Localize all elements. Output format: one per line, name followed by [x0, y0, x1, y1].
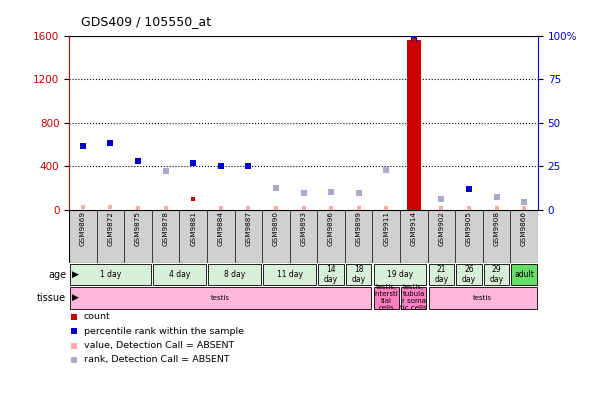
Text: adult: adult — [514, 270, 534, 279]
Text: testis,
tubula
r soma
tic cells: testis, tubula r soma tic cells — [400, 284, 427, 311]
Text: GSM9866: GSM9866 — [521, 211, 527, 246]
Bar — [374, 287, 399, 309]
Bar — [407, 40, 421, 210]
Bar — [70, 264, 151, 285]
Text: 26
day: 26 day — [462, 265, 476, 284]
Text: 21
day: 21 day — [435, 265, 448, 284]
Text: 8 day: 8 day — [224, 270, 245, 279]
Text: GSM9878: GSM9878 — [163, 211, 169, 246]
Text: testis: testis — [212, 295, 230, 301]
Text: GSM9887: GSM9887 — [245, 211, 251, 246]
Text: GSM9896: GSM9896 — [328, 211, 334, 246]
Text: GSM9905: GSM9905 — [466, 211, 472, 246]
Text: age: age — [48, 270, 66, 280]
Bar — [319, 264, 344, 285]
Text: percentile rank within the sample: percentile rank within the sample — [84, 327, 244, 336]
Bar — [374, 264, 427, 285]
Text: 18
day: 18 day — [352, 265, 366, 284]
Text: 19 day: 19 day — [387, 270, 413, 279]
Text: GSM9899: GSM9899 — [356, 211, 362, 246]
Text: GDS409 / 105550_at: GDS409 / 105550_at — [81, 15, 212, 28]
Text: GSM9893: GSM9893 — [300, 211, 307, 246]
Text: GSM9872: GSM9872 — [108, 211, 114, 246]
Text: 29
day: 29 day — [489, 265, 504, 284]
Text: value, Detection Call = ABSENT: value, Detection Call = ABSENT — [84, 341, 234, 350]
Bar — [153, 264, 206, 285]
Text: GSM9881: GSM9881 — [190, 211, 196, 246]
Text: ▶: ▶ — [72, 270, 79, 279]
Bar — [456, 264, 481, 285]
Bar — [208, 264, 261, 285]
Bar — [401, 287, 427, 309]
Bar — [70, 287, 371, 309]
Bar — [263, 264, 316, 285]
Text: GSM9869: GSM9869 — [80, 211, 86, 246]
Text: GSM9875: GSM9875 — [135, 211, 141, 246]
Text: 14
day: 14 day — [324, 265, 338, 284]
Bar — [346, 264, 371, 285]
Bar — [511, 264, 537, 285]
Text: 4 day: 4 day — [169, 270, 190, 279]
Text: GSM9890: GSM9890 — [273, 211, 279, 246]
Bar — [429, 287, 537, 309]
Text: testis: testis — [473, 295, 492, 301]
Text: testis,
intersti
tial
cells: testis, intersti tial cells — [374, 284, 398, 311]
Text: tissue: tissue — [37, 293, 66, 303]
Text: rank, Detection Call = ABSENT: rank, Detection Call = ABSENT — [84, 356, 230, 364]
Bar — [429, 264, 454, 285]
Text: ▶: ▶ — [72, 293, 79, 302]
Text: count: count — [84, 312, 111, 321]
Text: GSM9911: GSM9911 — [383, 211, 389, 246]
Text: 11 day: 11 day — [276, 270, 303, 279]
Text: GSM9908: GSM9908 — [493, 211, 499, 246]
Text: GSM9902: GSM9902 — [438, 211, 444, 246]
Bar — [484, 264, 509, 285]
Text: 1 day: 1 day — [100, 270, 121, 279]
Text: GSM9884: GSM9884 — [218, 211, 224, 246]
Text: GSM9914: GSM9914 — [411, 211, 417, 246]
